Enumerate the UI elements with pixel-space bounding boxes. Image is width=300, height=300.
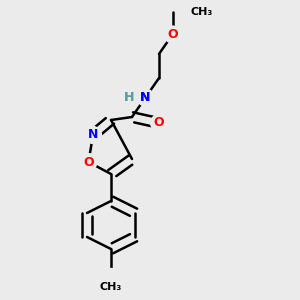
- Text: N: N: [88, 128, 98, 142]
- Text: H: H: [124, 91, 134, 104]
- Text: H: H: [124, 91, 134, 104]
- Circle shape: [85, 127, 101, 143]
- Circle shape: [80, 154, 97, 170]
- Text: O: O: [83, 155, 94, 169]
- Text: CH₃: CH₃: [190, 7, 213, 17]
- Text: O: O: [167, 28, 178, 41]
- Circle shape: [164, 26, 181, 43]
- Text: CH₃: CH₃: [100, 282, 122, 292]
- Circle shape: [100, 268, 122, 290]
- Text: N: N: [140, 91, 151, 104]
- Circle shape: [180, 2, 201, 22]
- Circle shape: [137, 89, 154, 106]
- Text: O: O: [154, 116, 164, 130]
- Text: N: N: [140, 91, 151, 104]
- Circle shape: [151, 115, 167, 131]
